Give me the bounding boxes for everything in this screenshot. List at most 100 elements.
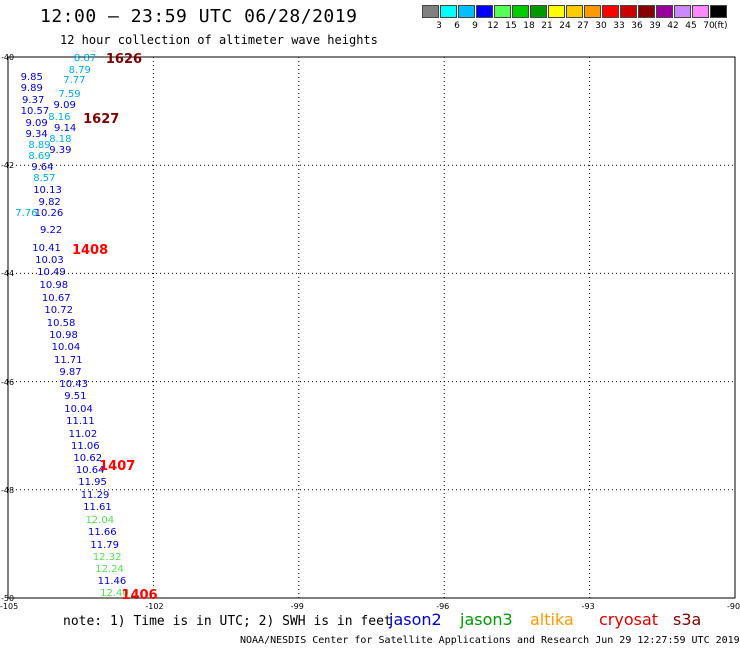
colorbar-swatch	[422, 5, 439, 18]
colorbar-swatch	[602, 5, 619, 18]
wave-height-value: 10.26	[34, 208, 64, 220]
wave-height-value: 8.69	[28, 151, 51, 163]
map-frame	[7, 56, 736, 599]
wave-height-value: 9.82	[38, 197, 61, 209]
wave-height-value: 8.16	[48, 111, 71, 123]
wave-height-value: 9.09	[25, 118, 48, 130]
wave-height-value: 9.89	[20, 82, 43, 94]
colorbar-label: 12	[487, 21, 499, 31]
wave-height-value: 10.04	[64, 403, 93, 415]
latitude-tick-label: -40	[1, 53, 15, 62]
colorbar-swatch	[458, 5, 475, 18]
wave-height-value: 9.22	[39, 225, 63, 237]
legend-item-jason2: jason2	[389, 610, 442, 629]
latitude-tick-label: -50	[1, 594, 15, 603]
colorbar-label: 39	[649, 21, 661, 31]
wave-height-value: 9.34	[25, 129, 48, 141]
colorbar-swatch	[620, 5, 637, 18]
wave-height-value: 8.87	[73, 53, 97, 65]
colorbar-label: 6	[454, 21, 460, 31]
legend-item-s3a: s3a	[673, 610, 702, 629]
orbit-pass-label: 1627	[83, 111, 120, 127]
colorbar-swatch	[494, 5, 511, 18]
wave-height-value: 11.61	[83, 502, 112, 514]
orbit-pass-label: 1408	[71, 242, 109, 258]
latitude-tick-label: -42	[1, 161, 15, 171]
longitude-tick-label: -105	[0, 602, 19, 611]
orbit-pass-label: 1406	[121, 588, 158, 604]
wave-height-value: 10.43	[59, 378, 88, 390]
colorbar-swatch	[656, 5, 673, 18]
colorbar-label: 30	[595, 21, 607, 31]
wave-height-value: 10.62	[73, 452, 103, 464]
wave-height-value: 9.14	[54, 122, 77, 134]
colorbar-label: 9	[472, 21, 478, 31]
wave-height-value: 11.71	[54, 354, 83, 366]
colorbar-swatch	[548, 5, 565, 18]
wave-height-value: 12.24	[95, 563, 124, 575]
wave-height-value: 10.49	[37, 267, 66, 279]
latitude-tick-label: -44	[1, 269, 15, 279]
colorbar-swatch	[638, 5, 655, 18]
footer-note: note: 1) Time is in UTC; 2) SWH is in fe…	[63, 614, 392, 629]
wave-height-value: 10.13	[33, 185, 62, 197]
longitude-tick-label: -99	[290, 602, 304, 611]
wave-height-value: 9.39	[49, 145, 72, 157]
colorbar-swatch	[566, 5, 583, 18]
longitude-tick-label: -90	[727, 602, 740, 611]
colorbar-swatch	[512, 5, 529, 18]
orbit-pass-label: 1407	[99, 458, 136, 474]
wave-height-value: 10.72	[44, 305, 73, 317]
colorbar-swatch	[674, 5, 691, 18]
wave-height-value: 12.04	[85, 514, 115, 526]
wave-height-value: 7.77	[63, 74, 86, 86]
colorbar-label: 24	[559, 21, 571, 31]
colorbar-swatch	[440, 5, 457, 18]
colorbar-swatch	[530, 5, 547, 18]
legend-item-altika: altika	[530, 610, 574, 629]
footer-credit: NOAA/NESDIS Center for Satellite Applica…	[240, 635, 740, 646]
wave-height-value: 10.64	[75, 465, 105, 477]
wave-height-value: 9.51	[64, 391, 87, 403]
wave-height-value: 11.02	[68, 428, 98, 440]
longitude-tick-label: -93	[581, 602, 595, 611]
colorbar-swatch	[710, 5, 727, 18]
wave-height-value: 9.64	[31, 161, 54, 173]
wave-height-value: 11.79	[90, 539, 120, 551]
colorbar-label: 36	[631, 21, 643, 31]
orbit-pass-label: 1626	[105, 52, 143, 68]
colorbar-label: 15	[505, 21, 517, 31]
colorbar-unit: (ft)	[714, 21, 728, 31]
wave-height-value: 11.66	[87, 527, 117, 539]
colorbar-swatch	[692, 5, 709, 18]
colorbar-label: 18	[523, 21, 535, 31]
wave-height-value: 11.11	[66, 416, 95, 428]
wave-height-value: 10.03	[35, 255, 64, 267]
wave-height-value: 10.98	[49, 330, 78, 342]
map-subtitle: 12 hour collection of altimeter wave hei…	[60, 33, 378, 47]
colorbar-label: 70	[703, 21, 715, 31]
latitude-tick-label: -46	[1, 377, 15, 387]
wave-height-value: 10.98	[39, 280, 69, 292]
wave-height-value: 10.67	[41, 292, 71, 304]
colorbar-swatch	[584, 5, 601, 18]
wave-height-value: 8.89	[28, 140, 51, 152]
wave-height-value: 9.85	[20, 71, 43, 83]
longitude-tick-label: -96	[436, 602, 450, 611]
legend-item-jason3: jason3	[460, 610, 513, 629]
wave-height-value: 10.41	[32, 243, 61, 255]
wave-height-value: 9.09	[53, 100, 76, 112]
colorbar-label: 21	[541, 21, 553, 31]
colorbar-label: 3	[436, 21, 442, 31]
wave-height-value: 9.37	[22, 94, 45, 106]
legend-item-cryosat: cryosat	[599, 610, 659, 629]
colorbar-label: 27	[577, 21, 589, 31]
wave-height-value: 9.87	[59, 366, 82, 378]
wave-height-value: 11.46	[97, 575, 127, 587]
wave-height-value: 7.76	[15, 207, 38, 219]
wave-height-value: 11.06	[71, 440, 100, 452]
wave-height-value: 10.57	[20, 106, 50, 118]
colorbar-swatch	[476, 5, 493, 18]
wave-height-value: 10.58	[46, 318, 76, 330]
